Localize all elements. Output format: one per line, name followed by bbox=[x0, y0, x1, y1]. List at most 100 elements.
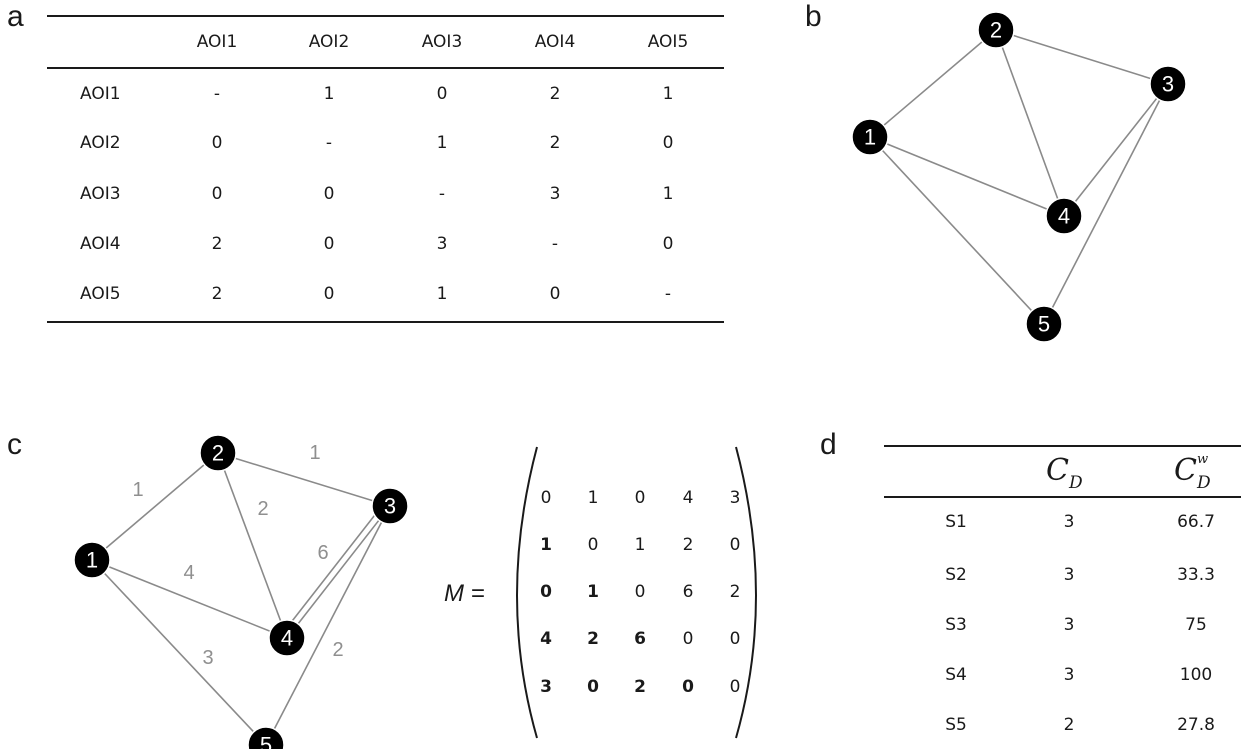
table-cell: 1 bbox=[662, 184, 674, 204]
table-cell: 0 bbox=[323, 184, 335, 204]
row-label: S3 bbox=[945, 615, 967, 635]
graph-c-edges bbox=[91, 452, 391, 746]
column-header: AOI1 bbox=[196, 32, 238, 52]
matrix-cell: 1 bbox=[634, 535, 646, 555]
matrix-cell: 1 bbox=[540, 535, 552, 555]
row-label: S5 bbox=[945, 715, 967, 735]
graph-c-weights: 1 1 2 6 4 3 2 bbox=[132, 442, 343, 669]
row-label: AOI2 bbox=[80, 133, 121, 153]
panel-label-c: c bbox=[7, 428, 22, 461]
edge-2-3 bbox=[217, 452, 391, 507]
graph-node: 5 bbox=[1025, 305, 1063, 343]
svg-text:4: 4 bbox=[281, 626, 293, 651]
edge-weight: 1 bbox=[132, 479, 143, 501]
matrix-cell: 1 bbox=[587, 488, 599, 508]
matrix-cell: 3 bbox=[729, 488, 741, 508]
graph-node: 3 bbox=[371, 487, 409, 525]
matrix-cell: 0 bbox=[682, 629, 694, 649]
table-cell: 0 bbox=[211, 133, 223, 153]
edge-2-4 bbox=[995, 29, 1065, 217]
matrix-cell: 1 bbox=[587, 582, 599, 602]
edge-1-2 bbox=[869, 29, 997, 138]
edge-weight: 1 bbox=[309, 442, 320, 464]
matrix-cell: 0 bbox=[729, 629, 741, 649]
matrix-left-paren bbox=[516, 446, 538, 739]
table-cell: 2 bbox=[211, 284, 223, 304]
graph-node: 4 bbox=[1045, 197, 1083, 235]
edge-3-4 bbox=[1063, 83, 1169, 217]
table-cell: 0 bbox=[436, 84, 448, 104]
matrix-cell: 4 bbox=[540, 629, 552, 649]
table-cell: 2 bbox=[549, 84, 561, 104]
graph-node: 2 bbox=[977, 11, 1015, 49]
table-cell: 0 bbox=[549, 284, 561, 304]
table-cell: 3 bbox=[1063, 615, 1075, 635]
svg-text:5: 5 bbox=[260, 733, 272, 749]
matrix-cell: 4 bbox=[682, 488, 694, 508]
edge-1-5 bbox=[869, 136, 1045, 325]
matrix-cell: 0 bbox=[540, 582, 552, 602]
edge-3-4 bbox=[286, 505, 391, 639]
table-cell: 3 bbox=[436, 234, 448, 254]
cdw-symbol: C bbox=[1174, 453, 1197, 488]
table-cell: 0 bbox=[662, 234, 674, 254]
matrix-cell: 0 bbox=[729, 677, 741, 697]
row-label: S4 bbox=[945, 665, 967, 685]
column-header-cd: CD bbox=[1046, 456, 1083, 498]
edge-2-3 bbox=[995, 29, 1169, 85]
panel-label-b: b bbox=[805, 0, 822, 33]
matrix-cell: 3 bbox=[540, 677, 552, 697]
table-cell: 1 bbox=[436, 133, 448, 153]
table-cell: 0 bbox=[662, 133, 674, 153]
table-cell: 33.3 bbox=[1177, 565, 1215, 585]
table-cell: 0 bbox=[323, 284, 335, 304]
svg-text:3: 3 bbox=[1162, 72, 1174, 97]
table-cell: 1 bbox=[436, 284, 448, 304]
table-cell: 27.8 bbox=[1177, 715, 1215, 735]
graph-node: 4 bbox=[268, 619, 306, 657]
table-cell: 66.7 bbox=[1177, 512, 1215, 532]
table-cell: 2 bbox=[549, 133, 561, 153]
edge-weight: 2 bbox=[332, 639, 343, 661]
svg-text:1: 1 bbox=[864, 125, 876, 150]
table-cell: - bbox=[551, 234, 559, 254]
matrix-cell: 6 bbox=[634, 629, 646, 649]
row-label: S1 bbox=[945, 512, 967, 532]
matrix-cell: 6 bbox=[682, 582, 694, 602]
graph-b-nodes: 1 2 3 4 5 bbox=[851, 11, 1187, 343]
table-cell: 100 bbox=[1179, 665, 1213, 685]
svg-text:4: 4 bbox=[1058, 204, 1070, 229]
table-cell: 2 bbox=[1063, 715, 1075, 735]
table-cell: 0 bbox=[211, 184, 223, 204]
graph-b-edges bbox=[869, 29, 1169, 325]
edge-1-5 bbox=[91, 559, 267, 746]
edge-1-4 bbox=[91, 559, 288, 639]
table-cell: 2 bbox=[211, 234, 223, 254]
edge-weight: 3 bbox=[202, 647, 213, 669]
row-label: AOI1 bbox=[80, 84, 121, 104]
matrix-cell: 2 bbox=[587, 629, 599, 649]
edge-1-4 bbox=[869, 136, 1065, 217]
table-cell: - bbox=[664, 284, 672, 304]
table-cell: 1 bbox=[323, 84, 335, 104]
table-cell: - bbox=[438, 184, 446, 204]
panel-label-a: a bbox=[7, 0, 24, 33]
edge-3-5 bbox=[265, 505, 391, 746]
cd-symbol: C bbox=[1046, 453, 1069, 488]
matrix-label: M = bbox=[444, 580, 485, 607]
cdw-superscript: w bbox=[1196, 452, 1209, 467]
matrix-cell: 0 bbox=[634, 582, 646, 602]
graph-node: 3 bbox=[1149, 65, 1187, 103]
matrix-cell: 2 bbox=[634, 677, 646, 697]
table-top-rule bbox=[47, 15, 724, 17]
table-cell: 1 bbox=[662, 84, 674, 104]
graph-node: 1 bbox=[73, 541, 111, 579]
row-label: AOI4 bbox=[80, 234, 121, 254]
matrix-cell: 0 bbox=[540, 488, 552, 508]
svg-text:2: 2 bbox=[212, 441, 224, 466]
svg-text:1: 1 bbox=[86, 548, 98, 573]
cd-subscript: D bbox=[1068, 473, 1083, 493]
column-header: AOI4 bbox=[534, 32, 576, 52]
